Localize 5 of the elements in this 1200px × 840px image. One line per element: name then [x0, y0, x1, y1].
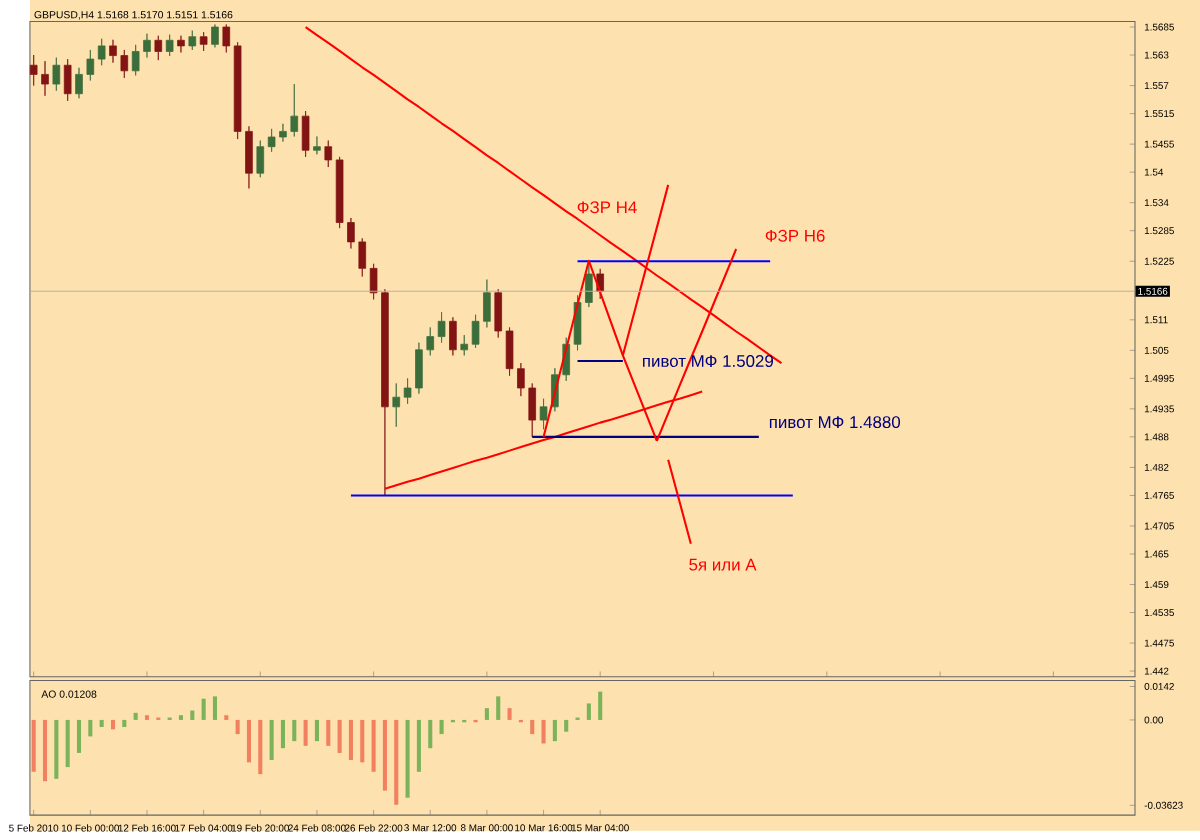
- annotation: 5я или А: [689, 558, 757, 571]
- annotation: пивот МФ 1.5029: [643, 354, 774, 367]
- annotation: ФЗР Н4: [577, 201, 637, 214]
- annotation: пивот МФ 1.4880: [769, 416, 901, 428]
- annotation: ФЗР Н6: [765, 229, 825, 242]
